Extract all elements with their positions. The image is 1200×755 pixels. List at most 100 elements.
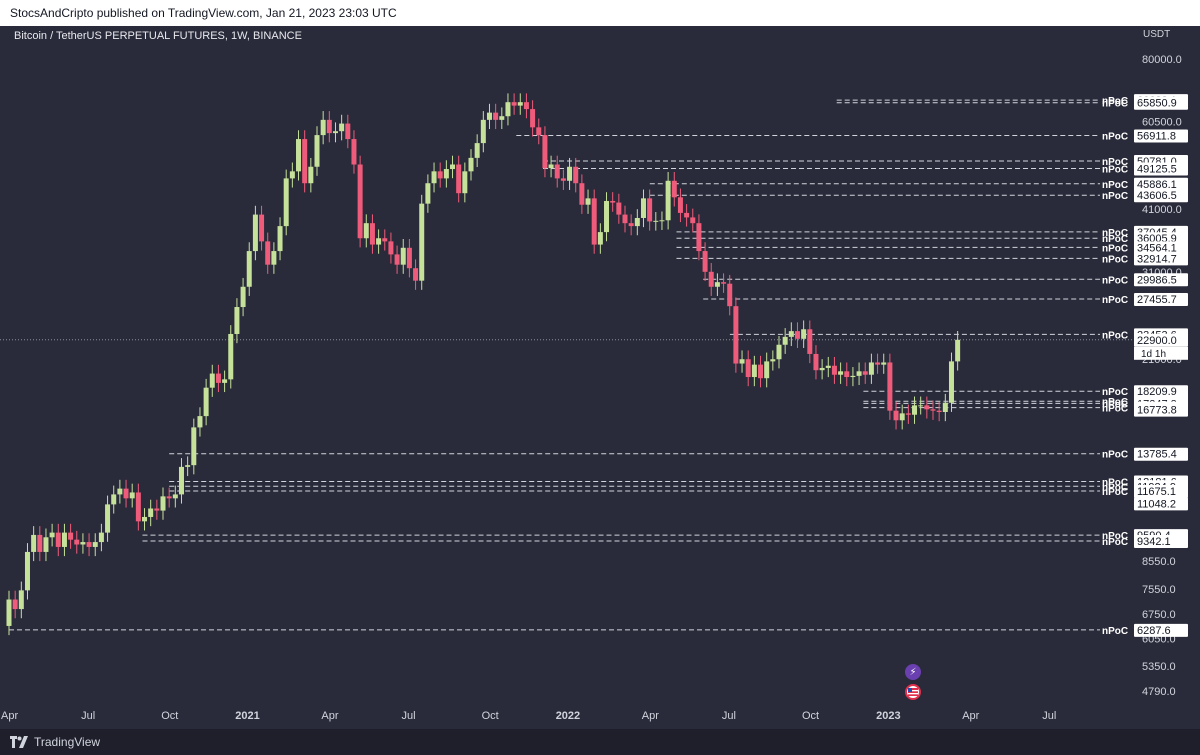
candle-body (209, 373, 215, 388)
price-label-box (1134, 333, 1188, 347)
candle-body (215, 373, 221, 383)
candle-body (86, 542, 92, 547)
candle-body (394, 254, 400, 265)
candle-body (573, 166, 579, 184)
npoc-label: nPoC (1102, 243, 1128, 254)
time-axis-tick: Jul (81, 710, 95, 722)
candle-body (111, 494, 117, 505)
npoc-label: nPoC (1102, 482, 1128, 493)
candle-body (105, 504, 111, 533)
lightning-icon[interactable]: ⚡ (905, 664, 921, 680)
price-label: 32914.7 (1137, 253, 1177, 265)
time-axis-tick: Apr (962, 710, 979, 722)
candle-body (659, 220, 665, 222)
time-axis-tick: Oct (482, 710, 499, 722)
candle-body (271, 251, 277, 265)
candle-body (474, 143, 480, 158)
price-label-box (1134, 293, 1188, 307)
npoc-label: nPoC (1102, 164, 1128, 175)
price-axis-tick: 7550.0 (1142, 584, 1176, 596)
candle-body (819, 367, 825, 371)
candle-body (31, 534, 37, 552)
time-axis-tick: 2023 (876, 710, 900, 722)
candle-body (178, 466, 184, 495)
candle-body (92, 542, 98, 547)
time-axis-tick: Oct (802, 710, 819, 722)
candle-body (148, 508, 154, 517)
candle-body (98, 532, 104, 543)
candle-body (283, 178, 289, 227)
candle-body (80, 542, 86, 545)
candle-body (875, 362, 881, 365)
candle-body (677, 197, 683, 213)
candle-body (456, 164, 462, 194)
candle-body (862, 371, 868, 375)
candle-body (400, 247, 406, 265)
price-axis-tick: 5350.0 (1142, 661, 1176, 673)
candle-body (154, 508, 160, 511)
candle-body (259, 214, 265, 242)
candle-body (61, 532, 67, 547)
candle-body (117, 488, 123, 495)
candle-body (868, 362, 874, 375)
candle-body (764, 361, 770, 379)
candle-body (671, 180, 677, 198)
price-label: 27455.7 (1137, 294, 1177, 306)
npoc-label: nPoC (1102, 450, 1128, 461)
price-axis-tick: 60500.0 (1142, 117, 1182, 129)
candle-body (770, 359, 776, 362)
price-label-box (1134, 535, 1188, 549)
candle-body (776, 344, 782, 360)
price-axis-tick: 41000.0 (1142, 204, 1182, 216)
candle-body (591, 198, 597, 245)
symbol-title: Bitcoin / TetherUS PERPETUAL FUTURES, 1W… (14, 30, 302, 42)
candle-body (468, 157, 474, 172)
candle-body (622, 214, 628, 224)
us-flag-icon[interactable] (905, 684, 921, 700)
price-label-box (1134, 241, 1188, 255)
candle-body (222, 379, 228, 383)
candle-body (751, 364, 757, 378)
candlestick-chart[interactable]: 80000.060500.041000.031000.021000.08550.… (0, 26, 1200, 729)
candle-body (486, 112, 492, 120)
candle-body (714, 282, 720, 287)
price-label-box (1134, 403, 1188, 417)
price-axis-tick: 4790.0 (1142, 686, 1176, 698)
npoc-label: nPoC (1102, 180, 1128, 191)
candle-body (289, 171, 295, 179)
candle-body (597, 232, 603, 245)
npoc-label: nPoC (1102, 487, 1128, 498)
candle-body (560, 178, 566, 181)
price-label-box (1134, 252, 1188, 266)
price-label-box (1134, 485, 1188, 499)
candle-body (18, 590, 24, 610)
candle-body (801, 329, 807, 339)
candle-body (696, 223, 702, 252)
candle-body (437, 171, 443, 179)
price-label: 13785.4 (1137, 449, 1177, 461)
candle-body (511, 102, 517, 106)
candle-body (887, 362, 893, 411)
chart-area[interactable]: 80000.0 60500.0 41000.0 31000.0 21000.0 8550.… (0, 26, 1200, 729)
npoc-label: nPoC (1102, 275, 1128, 286)
publish-info: StocsAndCripto published on TradingView.… (0, 0, 1200, 26)
price-label: 43606.5 (1137, 190, 1177, 202)
candle-body (838, 371, 844, 375)
flag-glyph (908, 688, 918, 696)
candle-body (339, 123, 345, 132)
time-axis-tick: Oct (161, 710, 178, 722)
candle-body (450, 164, 456, 170)
candle-body (585, 198, 591, 205)
candle-body (912, 405, 918, 415)
candle-body (794, 331, 800, 339)
candle-body (369, 223, 375, 245)
npoc-label: nPoC (1102, 228, 1128, 239)
candle-body (579, 183, 585, 205)
price-axis-tick: 80000.0 (1142, 54, 1182, 66)
candle-body (326, 119, 332, 134)
candle-body (788, 331, 794, 337)
time-axis-tick: Jul (1042, 710, 1056, 722)
candle-body (807, 329, 813, 354)
price-label: 9342.1 (1137, 536, 1171, 548)
candle-body (634, 217, 640, 227)
